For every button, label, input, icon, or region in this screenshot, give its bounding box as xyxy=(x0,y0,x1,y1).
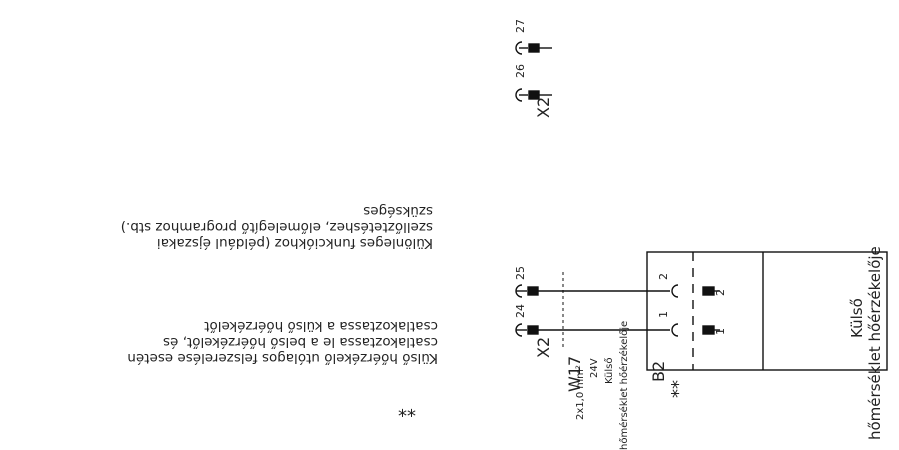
sensor-b2-box xyxy=(646,251,888,371)
sensor-plug-1 xyxy=(702,325,715,335)
pin-26-socket xyxy=(515,88,523,102)
pin-25-plug xyxy=(527,286,539,296)
pin-27-socket xyxy=(515,41,523,55)
connector-top-label: X2 xyxy=(534,97,553,118)
sensor-socket-2 xyxy=(671,284,679,298)
connector-top-x2 xyxy=(515,41,552,102)
sensor-socket-1 xyxy=(671,323,679,337)
cable-voltage: 24V xyxy=(589,358,600,378)
sensor-terminal-left-1: 1 xyxy=(657,311,670,318)
sensor-terminal-right-1: 1 xyxy=(714,328,727,335)
pin-27-plug xyxy=(528,43,540,53)
note-b-line-3: szükséges xyxy=(363,203,433,219)
note-b: Különleges funkciókhoz (például éjszakai… xyxy=(118,203,433,251)
sensor-label-line1: Külső xyxy=(848,298,866,338)
cable-desc-line1: Külső xyxy=(603,357,615,384)
sensor-name: B2 xyxy=(649,361,668,382)
sensor-plug-2 xyxy=(702,286,715,296)
pin-26-plug xyxy=(528,90,540,100)
pin-24-label: 24 xyxy=(514,304,527,318)
connector-bottom-label: X2 xyxy=(534,337,553,358)
note-a-line-2: csatlakoztassa le a belső hőérzékelőt, é… xyxy=(163,334,438,350)
cable-spec: 2x1,0 mm² xyxy=(575,365,586,420)
note-a-marker: ** xyxy=(398,399,416,420)
sensor-marker: ** xyxy=(668,380,689,398)
note-a-line-3: csatlakoztassa a külső hőérzékelőt xyxy=(204,318,438,334)
pin-27-label: 27 xyxy=(514,19,527,33)
note-b-line-2: szellőztetéshez, előmelegítő programhoz … xyxy=(120,219,433,235)
sensor-label-line2: hőmérséklet hőérzékelője xyxy=(866,246,884,440)
pin-25-label: 25 xyxy=(514,266,527,280)
note-a-line-1: Külső hőérzékelő utólagos felszerelése e… xyxy=(127,350,438,366)
sensor-terminal-right-2: 2 xyxy=(714,289,727,296)
note-b-line-1: Különleges funkciókhoz (például éjszakai xyxy=(156,235,433,251)
cable-desc-line2: hőmérséklet hőérzékelője xyxy=(618,321,630,450)
sensor-terminal-left-2: 2 xyxy=(657,273,670,280)
pin-24-plug xyxy=(527,325,539,335)
cable-name: W17 xyxy=(565,356,584,392)
pin-26-label: 26 xyxy=(514,64,527,78)
note-a: Külső hőérzékelő utólagos felszerelése e… xyxy=(108,318,438,366)
